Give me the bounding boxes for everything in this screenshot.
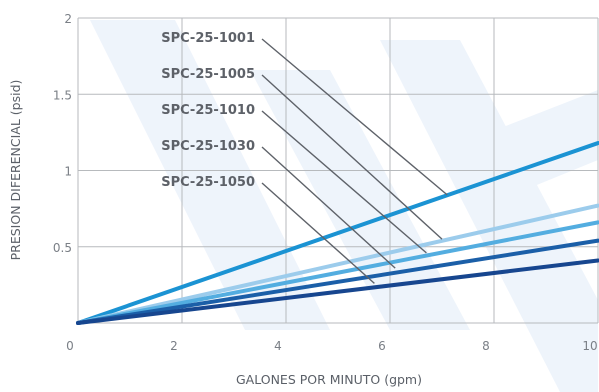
watermark-shape	[470, 90, 598, 200]
y-axis-title: PRESION DIFERENCIAL (psid)	[8, 80, 23, 261]
series-line-spc-25-1005	[76, 203, 599, 325]
series-label-spc-25-1005: SPC-25-1005	[161, 67, 255, 82]
series-label-spc-25-1030: SPC-25-1030	[161, 139, 255, 154]
grid-lines	[77, 17, 599, 324]
x-axis-title: GALONES POR MINUTO (gpm)	[236, 372, 422, 387]
series-label-spc-25-1001: SPC-25-1001	[161, 31, 255, 46]
y-tick-label: 0.5	[53, 241, 72, 255]
leader-line	[261, 110, 427, 254]
y-tick-label: 1.5	[53, 88, 72, 102]
leader-line	[261, 74, 443, 240]
leader-line	[261, 182, 375, 284]
y-tick-labels: 0.5 1 1.5 2	[53, 12, 72, 255]
x-tick-label: 4	[274, 339, 282, 353]
series-line-spc-25-1050	[76, 258, 599, 325]
y-tick-label: 2	[64, 12, 72, 26]
series-line-spc-25-1030	[76, 238, 599, 325]
series-label-spc-25-1010: SPC-25-1010	[161, 103, 255, 118]
x-tick-label: 0	[66, 339, 74, 353]
series-labels: SPC-25-1001 SPC-25-1005 SPC-25-1010 SPC-25-…	[161, 31, 255, 190]
watermark-logo	[90, 20, 598, 392]
series-lines	[76, 141, 599, 325]
x-tick-label: 8	[482, 339, 490, 353]
x-tick-labels: 0 2 4 6 8 10	[66, 339, 597, 353]
y-tick-label: 1	[64, 165, 72, 179]
x-tick-label: 6	[378, 339, 386, 353]
x-tick-label: 2	[170, 339, 178, 353]
label-leader-lines	[261, 38, 448, 284]
watermark-shape	[90, 20, 330, 330]
x-tick-label: 10	[582, 339, 597, 353]
series-line-spc-25-1001	[76, 141, 599, 325]
series-line-spc-25-1010	[76, 220, 599, 325]
watermark-shape	[250, 70, 470, 330]
leader-line	[261, 38, 448, 196]
leader-line	[261, 146, 396, 269]
series-label-spc-25-1050: SPC-25-1050	[161, 175, 255, 190]
watermark-shape	[380, 40, 598, 392]
